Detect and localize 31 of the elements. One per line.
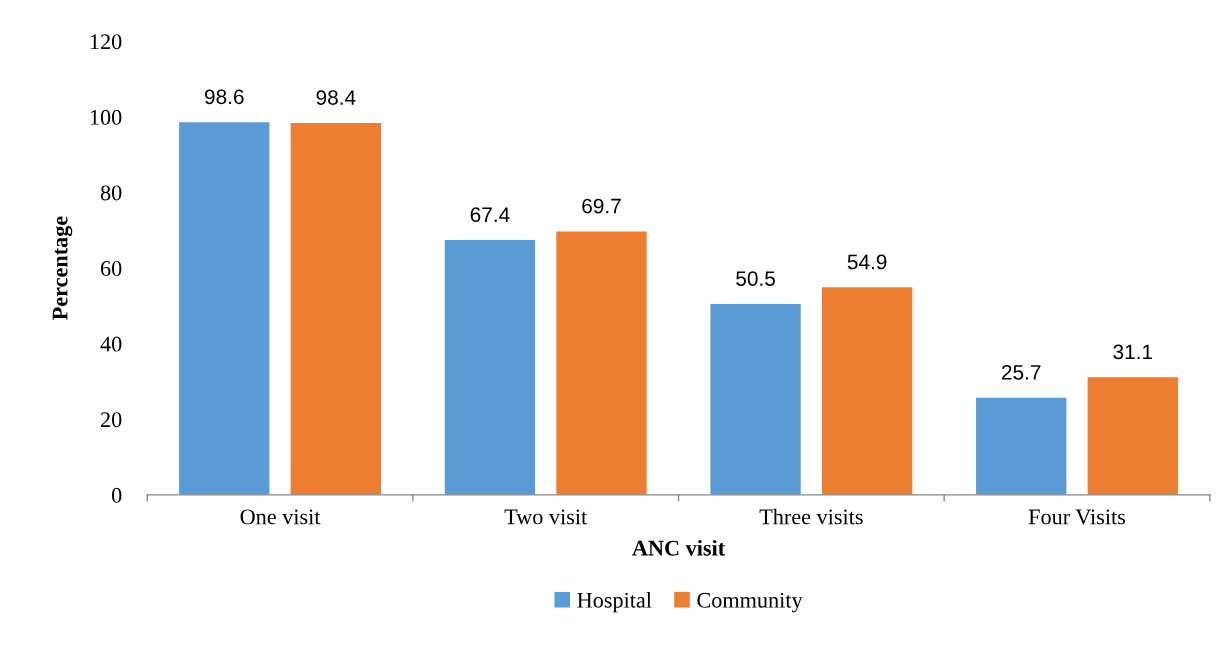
- data-label: 25.7: [1001, 364, 1041, 380]
- x-axis-title: ANC visit: [632, 539, 726, 556]
- x-tick-label: One visit: [240, 509, 321, 525]
- data-label: 50.5: [736, 271, 775, 286]
- y-tick-label: 100: [90, 109, 122, 125]
- bar: [1087, 377, 1178, 495]
- data-label: 98.6: [204, 89, 244, 105]
- legend-label: Hospital: [577, 592, 652, 613]
- bar: [444, 240, 536, 495]
- data-label: 98.4: [316, 90, 356, 105]
- y-tick-label: 20: [100, 412, 122, 428]
- x-tick-label: Three visits: [759, 508, 863, 525]
- x-tick-label: Four Visits: [1028, 509, 1126, 525]
- y-tick-label: 120: [90, 34, 122, 50]
- data-label: 67.4: [470, 207, 510, 223]
- bar: [821, 287, 913, 495]
- bar: [710, 303, 801, 495]
- x-tick-label: Two visit: [504, 509, 588, 525]
- y-axis-title: Percentage: [52, 216, 73, 320]
- data-label: 31.1: [1113, 344, 1153, 360]
- legend-label: Community: [697, 592, 803, 613]
- y-tick-label: 40: [100, 336, 122, 352]
- bar: [179, 122, 270, 495]
- bar: [556, 231, 647, 495]
- y-tick-label: 80: [100, 185, 122, 201]
- data-label: 69.7: [582, 198, 621, 214]
- bar: [976, 397, 1067, 495]
- y-tick-label: 60: [100, 261, 122, 276]
- data-label: 54.9: [847, 254, 887, 270]
- bar: [290, 122, 382, 495]
- y-tick-label: 0: [111, 487, 122, 503]
